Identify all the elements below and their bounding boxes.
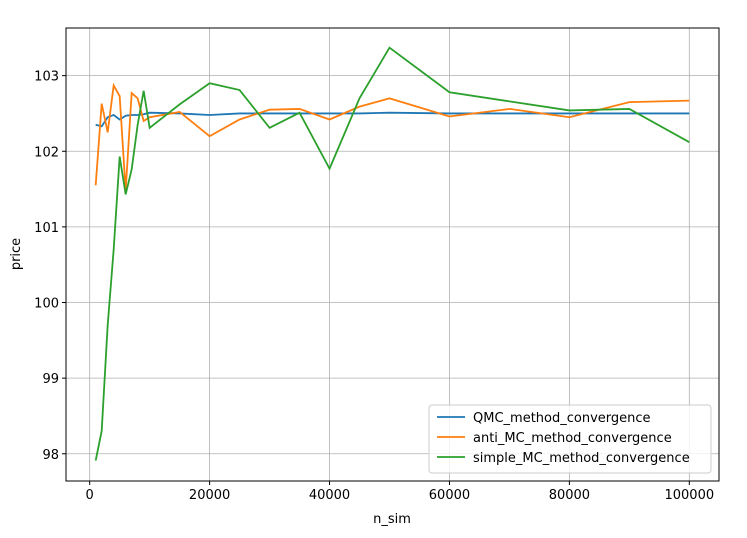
line-series — [94, 46, 690, 461]
x-tick-label: 100000 — [664, 488, 714, 503]
y-tick-label: 101 — [34, 221, 59, 236]
x-tick-label: 80000 — [549, 488, 590, 503]
x-tick-label: 0 — [86, 488, 94, 503]
y-tick-label: 100 — [34, 297, 59, 312]
y-tick-label: 103 — [34, 70, 59, 85]
legend: QMC_method_convergence anti_MC_method_con… — [428, 404, 712, 474]
x-tick-label: 20000 — [189, 488, 230, 503]
y-tick-label: 98 — [42, 448, 59, 463]
y-tick-label: 102 — [34, 145, 59, 160]
legend-box — [428, 404, 712, 474]
legend-label: QMC_method_convergence — [473, 411, 651, 426]
legend-label: anti_MC_method_convergence — [473, 431, 672, 446]
y-axis-label: price — [9, 238, 24, 270]
y-tick-label: 99 — [42, 372, 59, 387]
x-tick-label: 60000 — [429, 488, 470, 503]
plot-frame — [65, 27, 720, 482]
x-axis-label: n_sim — [373, 512, 411, 527]
x-tick-label: 40000 — [309, 488, 350, 503]
legend-label: simple_MC_method_convergence — [473, 451, 690, 466]
line-series — [94, 82, 690, 191]
